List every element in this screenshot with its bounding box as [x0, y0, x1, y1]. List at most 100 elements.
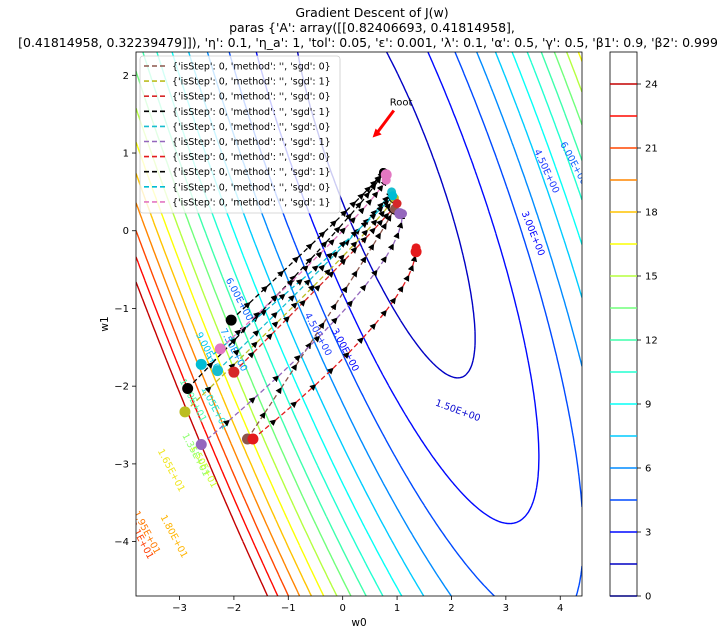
- path-step: [382, 195, 389, 204]
- y-tick-label: −3: [114, 459, 129, 470]
- path-step: [187, 361, 214, 389]
- contour-label: 3.00E+00: [329, 327, 361, 374]
- path-step: [277, 302, 298, 323]
- path-step: [184, 386, 212, 413]
- x-tick-label: 3: [503, 603, 509, 614]
- path-step: [276, 279, 294, 297]
- path-step: [346, 270, 358, 288]
- path-step: [345, 201, 357, 212]
- colorbar: 0 3 6 9 12 15 18 21 24: [609, 51, 658, 603]
- y-axis-ticks: −4 −3 −2 −1 0 1 2: [114, 71, 136, 548]
- contour-line: [136, 230, 290, 596]
- path-step: [280, 363, 298, 389]
- start-point: [228, 366, 240, 378]
- path-step: [257, 311, 278, 332]
- path-step: [372, 232, 381, 245]
- title-line-2: paras {'A': array([[0.82406693, 0.418149…: [229, 20, 515, 35]
- path-step: [325, 226, 341, 243]
- legend: {'isStep': 0, 'method': '', 'sgd': 0} {'i…: [139, 55, 341, 214]
- path-step: [258, 295, 278, 314]
- legend-entry: {'isStep': 0, 'method': '', 'sgd': 1}: [172, 137, 331, 148]
- chart-title: Gradient Descent of J(w) paras {'A': arr…: [18, 5, 717, 50]
- path-step: [299, 335, 321, 357]
- legend-entry: {'isStep': 0, 'method': '', 'sgd': 0}: [172, 122, 331, 133]
- colorbar-tick-label: 12: [645, 336, 658, 347]
- path-step: [311, 231, 326, 245]
- path-step: [301, 265, 319, 281]
- path-step: [271, 315, 290, 335]
- path-step: [394, 285, 404, 299]
- legend-box: [139, 55, 341, 214]
- legend-entry: {'isStep': 0, 'method': '', 'sgd': 1}: [172, 167, 331, 178]
- path-step: [385, 297, 397, 312]
- path-step: [239, 311, 260, 331]
- path-step: [228, 397, 256, 422]
- start-point: [212, 365, 224, 377]
- path-step: [339, 213, 352, 228]
- path-step: [314, 367, 334, 386]
- path-step: [323, 220, 337, 233]
- path-step: [309, 264, 326, 281]
- path-step: [410, 255, 418, 266]
- y-tick-label: −1: [114, 304, 129, 315]
- contour-line: [136, 256, 279, 596]
- path-step: [379, 222, 387, 234]
- title-line-3: [0.41814958, 0.32239479]]), 'η': 0.1, 'η…: [18, 35, 717, 50]
- start-point: [195, 358, 207, 370]
- end-point: [380, 169, 392, 181]
- path-step: [348, 337, 364, 354]
- y-tick-label: −4: [114, 537, 129, 548]
- descent-path-3: [233, 202, 398, 373]
- y-axis-label: w1: [99, 316, 111, 331]
- path-step: [336, 239, 350, 253]
- path-step: [362, 186, 371, 195]
- start-point: [182, 383, 194, 395]
- path-step: [350, 201, 362, 215]
- path-step: [249, 285, 268, 304]
- legend-entry: {'isStep': 0, 'method': '', 'sgd': 1}: [172, 107, 331, 118]
- colorbar-tick-label: 15: [645, 272, 658, 283]
- path-step: [362, 323, 377, 339]
- legend-entry: {'isStep': 0, 'method': '', 'sgd': 1}: [172, 197, 331, 208]
- legend-entry: {'isStep': 0, 'method': '', 'sgd': 0}: [172, 152, 331, 163]
- path-step: [256, 321, 279, 343]
- contour-lines: [136, 52, 582, 596]
- path-step: [311, 241, 328, 259]
- colorbar-tick-label: 21: [645, 144, 658, 155]
- path-step: [374, 219, 384, 229]
- path-step: [304, 284, 321, 302]
- root-annotation: Root: [372, 98, 413, 138]
- path-step: [288, 299, 306, 318]
- path-step: [369, 180, 377, 188]
- contour-label: 1.80E+01: [158, 513, 190, 560]
- path-step: [245, 309, 267, 328]
- legend-entry: {'isStep': 0, 'method': '', 'sgd': 0}: [172, 62, 331, 73]
- x-tick-label: −3: [172, 603, 187, 614]
- path-step: [344, 246, 358, 260]
- path-step: [366, 213, 377, 223]
- annotation-arrowhead: [372, 128, 382, 138]
- path-step: [292, 265, 309, 282]
- path-step: [376, 184, 384, 193]
- path-step: [392, 231, 400, 245]
- path-step: [317, 252, 334, 267]
- path-step: [370, 191, 379, 201]
- path-step: [254, 375, 280, 399]
- path-step: [402, 274, 410, 287]
- path-step: [200, 419, 230, 445]
- annotation-text: Root: [390, 98, 413, 109]
- path-step: [374, 205, 384, 215]
- x-tick-label: −1: [281, 603, 296, 614]
- x-axis-label: w0: [351, 617, 366, 629]
- start-point: [247, 433, 259, 445]
- path-step: [307, 251, 323, 267]
- path-step: [253, 333, 273, 354]
- x-axis-ticks: −3 −2 −1 0 1 2 3 4: [172, 596, 563, 614]
- colorbar-tick-label: 18: [645, 208, 658, 219]
- contour-line: [136, 173, 313, 596]
- colorbar-tick-label: 24: [645, 80, 658, 91]
- path-step: [396, 221, 404, 234]
- path-step: [277, 354, 301, 377]
- path-step: [354, 207, 365, 219]
